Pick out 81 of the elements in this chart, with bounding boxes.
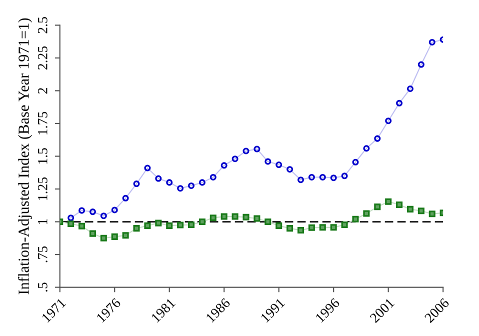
point [276,222,282,229]
point [418,61,424,68]
point [352,158,359,166]
point [264,218,272,226]
point [254,215,260,222]
point [385,118,392,124]
point [406,85,414,92]
point [78,222,86,230]
y-tick-label: 2.5 [38,17,48,34]
point [308,224,315,231]
point [319,174,326,180]
point [319,224,326,231]
point [68,214,74,222]
point [100,234,107,242]
x-tick-label: 1981 [150,298,176,323]
point [122,194,129,202]
point [363,210,370,217]
point [198,179,206,186]
point [210,174,216,180]
y-tick-label: .5 [38,282,48,292]
point [385,198,392,205]
point [396,100,403,106]
point [374,135,381,142]
point [220,213,228,220]
point [188,182,195,189]
point [177,222,184,228]
point [242,148,250,154]
point [428,38,436,46]
point [374,204,381,210]
point [188,222,195,228]
y-tick-label: 2.25 [38,46,48,70]
point [210,214,216,222]
point [363,145,370,152]
point [198,218,206,226]
point [341,172,348,180]
y-tick-label: 1.5 [38,148,48,164]
point [242,214,250,220]
point [418,208,424,214]
y-tick-label: .75 [38,246,48,262]
point [144,222,151,229]
y-tick-label: 1 [38,219,48,224]
y-tick-label: 1.75 [38,112,48,134]
point [111,233,118,240]
point [352,216,359,222]
point [78,207,86,214]
point [68,220,74,227]
point [133,225,140,232]
point [166,179,173,186]
point [428,210,436,218]
point [254,146,260,152]
y-tick-label: 1.25 [38,177,48,200]
point [297,176,304,184]
point [122,232,129,239]
x-tick-label: 1991 [260,298,286,323]
point [286,225,294,232]
point [330,174,337,182]
y-tick-label: 2 [38,88,48,94]
point [406,206,414,212]
point [276,161,282,168]
point [286,166,294,173]
point [330,224,337,231]
point [89,208,96,216]
point [220,162,228,169]
point [308,174,315,180]
point [155,175,162,182]
point [133,180,140,188]
point [396,201,403,208]
point [341,222,348,228]
point [155,220,162,226]
point [111,206,118,214]
x-tick-label: 1971 [41,298,66,323]
point [264,158,272,165]
point [166,222,173,229]
point [100,212,107,220]
y-axis-title: Inflation-Adjusted Index (Base Year 1971=1) [18,18,32,294]
point [177,185,184,192]
point [144,164,151,172]
point [297,227,304,234]
point [89,230,96,237]
point [232,156,238,162]
point [232,213,238,220]
